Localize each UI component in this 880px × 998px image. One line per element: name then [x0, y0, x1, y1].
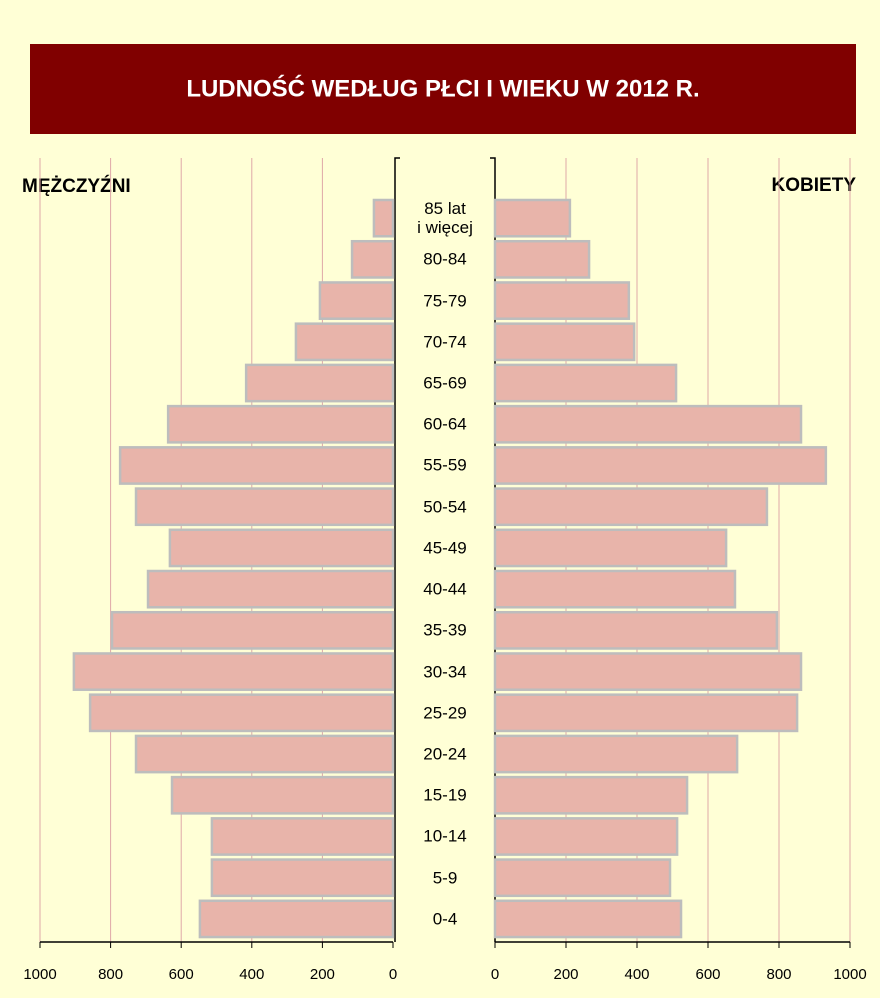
- category-label: 0-4: [432, 909, 458, 929]
- x-tick-label: 800: [766, 966, 791, 983]
- x-tick-label: 0: [389, 966, 397, 983]
- bar: [493, 652, 803, 691]
- bar: [244, 363, 395, 403]
- bar: [210, 817, 395, 856]
- bar: [493, 363, 678, 403]
- x-tick-label: 600: [695, 966, 720, 983]
- bar: [350, 239, 395, 279]
- category-label: 85 lat i więcej: [417, 199, 473, 238]
- bar: [493, 281, 631, 320]
- legend-left: MĘŻCZYŹNI: [22, 175, 131, 197]
- category-label: 25-29: [423, 703, 467, 723]
- x-tick-label: 0: [491, 966, 499, 983]
- category-label: 80-84: [423, 249, 467, 269]
- x-tick-label: 1000: [833, 966, 866, 983]
- bar: [493, 404, 803, 444]
- category-label: 5-9: [432, 868, 458, 888]
- bar: [493, 446, 828, 485]
- x-tick-label: 1000: [23, 966, 56, 983]
- bar: [294, 322, 395, 362]
- category-label: 30-34: [423, 662, 467, 682]
- category-label: 65-69: [423, 373, 467, 393]
- bar: [72, 652, 395, 691]
- category-label: 10-14: [423, 826, 467, 846]
- bar: [168, 528, 395, 568]
- legend-right: KOBIETY: [772, 175, 857, 196]
- category-label: 55-59: [423, 455, 467, 475]
- x-tick-label: 400: [239, 966, 264, 983]
- bar: [170, 775, 395, 815]
- category-label: 75-79: [423, 291, 467, 311]
- title-band: [30, 44, 856, 134]
- category-label: 60-64: [423, 414, 467, 434]
- bar: [493, 734, 739, 774]
- bar: [166, 404, 395, 444]
- bar: [198, 899, 395, 939]
- bar: [493, 487, 769, 527]
- bar: [493, 569, 737, 609]
- bar: [493, 239, 591, 279]
- bar: [134, 487, 395, 527]
- x-tick-label: 400: [624, 966, 649, 983]
- x-tick-label: 200: [310, 966, 335, 983]
- category-label: 70-74: [423, 332, 467, 352]
- category-label: 35-39: [423, 620, 467, 640]
- bar: [493, 899, 683, 939]
- category-label: 40-44: [423, 579, 467, 599]
- bar: [88, 693, 395, 733]
- bar: [146, 569, 395, 609]
- bar: [210, 858, 395, 898]
- bar: [318, 281, 395, 320]
- bar: [118, 446, 395, 485]
- bar: [493, 322, 636, 362]
- category-label: 20-24: [423, 744, 467, 764]
- bar: [493, 775, 689, 815]
- bar: [134, 734, 395, 774]
- bar: [493, 610, 779, 650]
- category-label: 45-49: [423, 538, 467, 558]
- x-tick-label: 200: [553, 966, 578, 983]
- x-tick-label: 600: [169, 966, 194, 983]
- bar: [493, 817, 679, 856]
- bar: [493, 858, 672, 898]
- bar: [493, 198, 572, 238]
- bar: [110, 610, 395, 650]
- bar: [493, 693, 799, 733]
- chart-title: LUDNOŚĆ WEDŁUG PŁCI I WIEKU W 2012 R.: [186, 74, 699, 102]
- x-tick-label: 800: [98, 966, 123, 983]
- category-label: 15-19: [423, 785, 467, 805]
- bar: [372, 198, 395, 238]
- bar: [493, 528, 728, 568]
- category-label: 50-54: [423, 497, 467, 517]
